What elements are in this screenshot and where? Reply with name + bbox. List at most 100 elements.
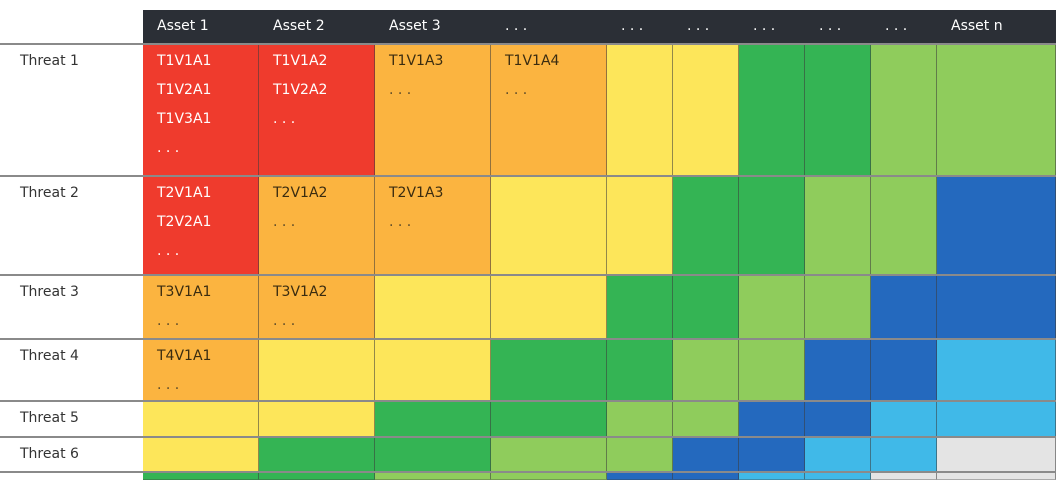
matrix-cell <box>491 275 607 339</box>
matrix-cell <box>607 401 673 437</box>
asset-header: Asset 1 <box>157 18 209 34</box>
matrix-cell <box>143 401 259 437</box>
matrix-cell <box>673 339 739 401</box>
matrix-cell <box>673 275 739 339</box>
row-divider <box>0 400 1056 402</box>
cell-text: T2V1A2 <box>273 185 328 201</box>
cell-text: . . . <box>157 140 180 156</box>
matrix-cell <box>607 44 673 176</box>
row-divider <box>0 175 1056 177</box>
matrix-cell <box>937 401 1056 437</box>
cell-text: . . . <box>505 82 528 98</box>
matrix-cell <box>871 44 937 176</box>
matrix-cell <box>871 176 937 275</box>
threat-label: Threat 6 <box>20 446 79 462</box>
matrix-cell: T1V1A1 T1V2A1 T1V3A1 . . . <box>143 44 259 176</box>
cell-text: . . . <box>157 313 180 329</box>
matrix-cell <box>607 339 673 401</box>
matrix-cell <box>937 275 1056 339</box>
matrix-cell <box>739 44 805 176</box>
asset-header: Asset n <box>951 18 1003 34</box>
asset-header: . . . <box>621 18 644 34</box>
matrix-cell <box>607 176 673 275</box>
threat-label: Threat 4 <box>20 348 79 364</box>
row-divider <box>0 338 1056 340</box>
threat-label: Threat 3 <box>20 284 79 300</box>
matrix-cell <box>937 44 1056 176</box>
cell-text: T1V1A2 <box>273 53 328 69</box>
matrix-cell <box>937 472 1056 480</box>
matrix-cell <box>259 437 375 472</box>
matrix-cell <box>143 437 259 472</box>
cell-text: T4V1A1 <box>157 348 212 364</box>
matrix-cell: T2V1A1 T2V2A1 . . . <box>143 176 259 275</box>
matrix-cell <box>491 339 607 401</box>
matrix-cell <box>739 437 805 472</box>
matrix-cell <box>673 437 739 472</box>
matrix-cell: T3V1A2 . . . <box>259 275 375 339</box>
cell-text: . . . <box>273 111 296 127</box>
matrix-cell <box>375 401 491 437</box>
cell-text: T2V2A1 <box>157 214 212 230</box>
cell-text: . . . <box>273 313 296 329</box>
matrix-cell <box>871 472 937 480</box>
cell-text: . . . <box>157 243 180 259</box>
asset-header: . . . <box>687 18 710 34</box>
asset-header: Asset 2 <box>273 18 325 34</box>
matrix-cell <box>491 437 607 472</box>
matrix-cell <box>871 401 937 437</box>
threat-label: Threat 1 <box>20 53 79 69</box>
cell-text: T1V2A2 <box>273 82 328 98</box>
cell-text: T1V3A1 <box>157 111 212 127</box>
row-divider <box>0 436 1056 438</box>
matrix-cell <box>673 401 739 437</box>
matrix-cell <box>871 275 937 339</box>
matrix-cell: T1V1A3 . . . <box>375 44 491 176</box>
matrix-cell <box>871 339 937 401</box>
matrix-cell <box>375 437 491 472</box>
threat-label: Threat 5 <box>20 410 79 426</box>
matrix-cell <box>739 275 805 339</box>
cell-text: . . . <box>389 82 412 98</box>
cell-text: T1V1A4 <box>505 53 560 69</box>
matrix-cell <box>259 472 375 480</box>
matrix-cell <box>871 437 937 472</box>
matrix-cell <box>673 44 739 176</box>
matrix-cell <box>491 176 607 275</box>
asset-header-bar <box>143 10 1056 43</box>
row-divider <box>0 43 1056 45</box>
matrix-cell <box>607 472 673 480</box>
matrix-cell <box>937 176 1056 275</box>
matrix-cell <box>739 472 805 480</box>
cell-text: T2V1A3 <box>389 185 444 201</box>
cell-text: T1V2A1 <box>157 82 212 98</box>
matrix-cell <box>739 401 805 437</box>
matrix-cell <box>805 339 871 401</box>
matrix-cell <box>805 176 871 275</box>
matrix-cell: T1V1A2 T1V2A2 . . . <box>259 44 375 176</box>
cell-text: T3V1A1 <box>157 284 212 300</box>
matrix-cell <box>259 401 375 437</box>
matrix-cell: T2V1A2 . . . <box>259 176 375 275</box>
matrix-cell <box>143 472 259 480</box>
matrix-cell <box>375 275 491 339</box>
asset-header: . . . <box>885 18 908 34</box>
matrix-cell <box>607 437 673 472</box>
asset-header: . . . <box>753 18 776 34</box>
asset-header: . . . <box>819 18 842 34</box>
threat-label: Threat 2 <box>20 185 79 201</box>
matrix-cell <box>805 401 871 437</box>
matrix-cell <box>739 339 805 401</box>
matrix-cell <box>673 176 739 275</box>
matrix-cell: T3V1A1 . . . <box>143 275 259 339</box>
matrix-cell: T2V1A3 . . . <box>375 176 491 275</box>
matrix-cell <box>491 472 607 480</box>
cell-text: T1V1A3 <box>389 53 444 69</box>
matrix-cell <box>673 472 739 480</box>
matrix-cell <box>607 275 673 339</box>
matrix-cell: T1V1A4 . . . <box>491 44 607 176</box>
cell-text: . . . <box>273 214 296 230</box>
cell-text: T3V1A2 <box>273 284 328 300</box>
matrix-cell <box>375 472 491 480</box>
